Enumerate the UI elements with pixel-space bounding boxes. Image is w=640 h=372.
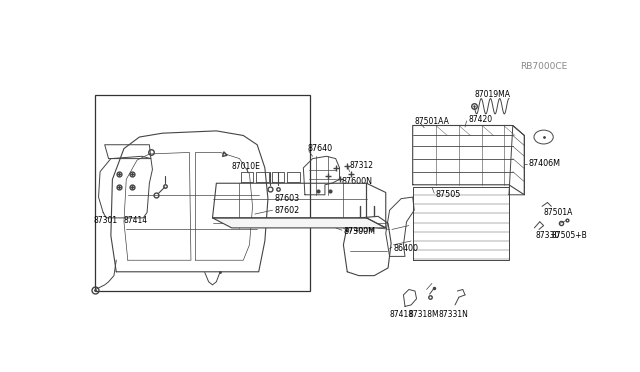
Text: 87600N: 87600N [342,177,373,186]
Text: 87602: 87602 [274,206,300,215]
Text: 87418: 87418 [389,310,413,319]
Text: 87603: 87603 [274,194,300,203]
Text: 87405M: 87405M [345,225,376,234]
Text: 86400: 86400 [394,244,419,253]
Text: 87331N: 87331N [438,310,468,319]
Text: 87312: 87312 [349,161,374,170]
Text: 87301: 87301 [93,216,117,225]
Text: 87640: 87640 [307,144,332,153]
Text: RB7000CE: RB7000CE [520,62,568,71]
Bar [95,95,310,291]
Text: 87300M: 87300M [344,227,376,236]
Text: 87330: 87330 [536,231,560,240]
Text: 87019MA: 87019MA [474,90,510,99]
Text: 87010E: 87010E [232,162,260,171]
Text: 87318M: 87318M [409,310,440,319]
Text: 87406M: 87406M [528,160,560,169]
Polygon shape [212,218,386,228]
Text: 87505: 87505 [436,190,461,199]
Text: 87505+B: 87505+B [551,231,587,240]
Text: 87501AA: 87501AA [414,117,449,126]
Text: 87420: 87420 [468,115,492,124]
Text: 87414: 87414 [124,216,148,225]
Text: 87501A: 87501A [543,208,573,217]
